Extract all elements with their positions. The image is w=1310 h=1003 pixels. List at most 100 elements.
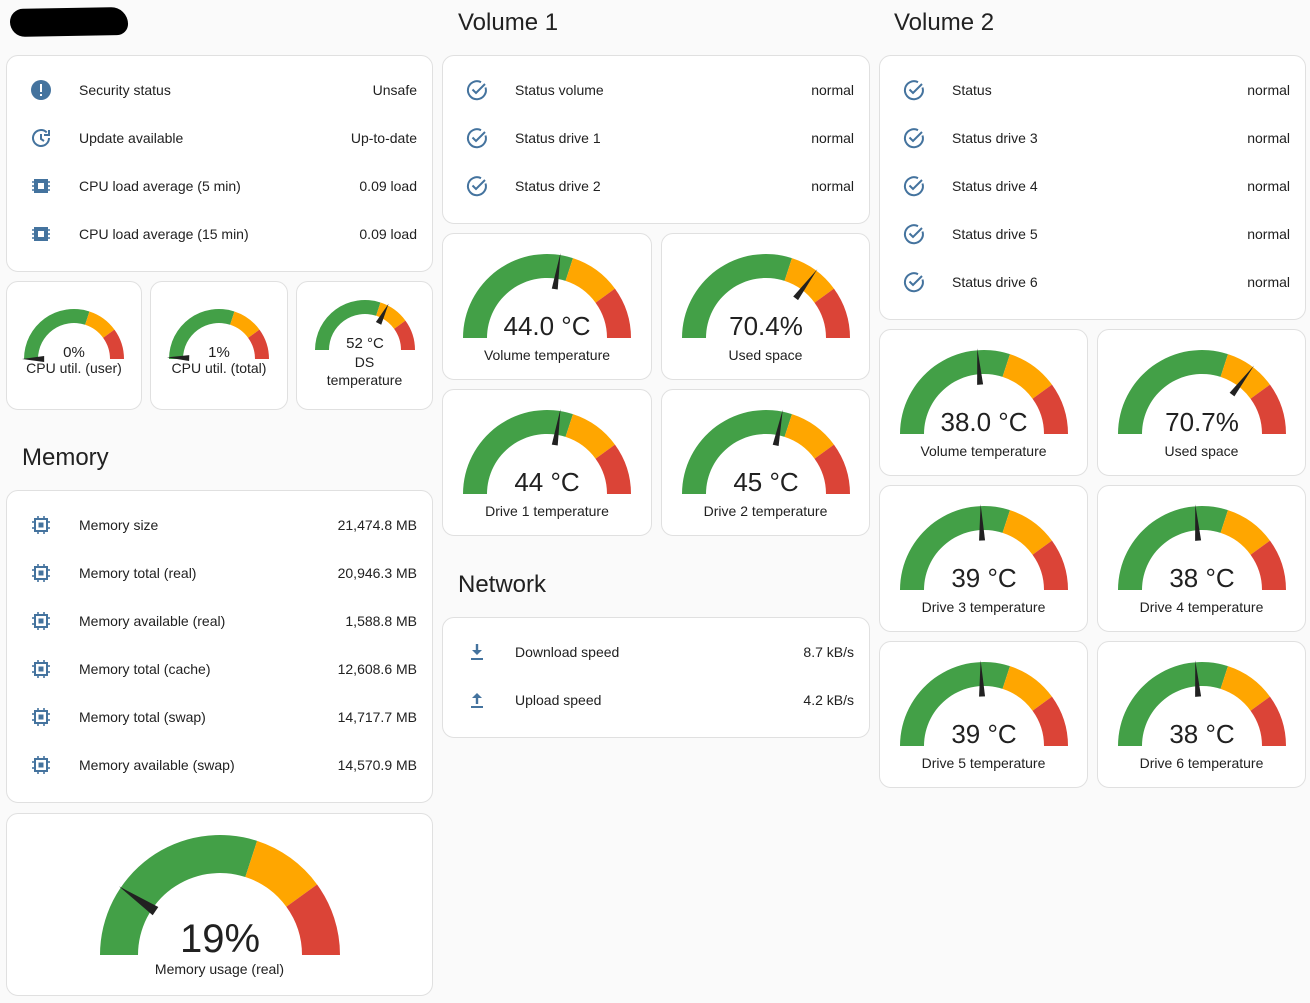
cpu-icon [32,179,50,193]
entity-label: Memory available (swap) [79,757,235,773]
check-circle-icon [466,80,487,101]
gauge-name: Used space [1164,443,1239,459]
gauge-value: 70.4% [729,311,803,341]
gauge-card-drive5-temp[interactable]: 39 °C Drive 5 temperature [879,641,1088,788]
check-circle-icon [903,128,924,149]
gauge-name: Drive 2 temperature [703,503,828,519]
gauge-card-ds-temp[interactable]: 52 °C DS temperature [296,281,433,410]
volume1-title: Volume 1 [458,9,559,36]
gauge-card-drive1-temp[interactable]: 44 °C Drive 1 temperature [442,389,652,536]
gauge-segment-green [681,254,792,338]
gauge-segment-green [24,309,90,359]
gauge-name: CPU util. (user) [26,360,122,376]
entity-label: Status drive 4 [952,178,1038,194]
gauge-card-drive6-temp[interactable]: 38 °C Drive 6 temperature [1097,641,1306,788]
gauge-volume1-temp: 44.0 °C [463,253,631,341]
entity-value: 0.09 load [359,226,417,242]
network-card: Download speed 8.7 kB/s Upload speed 4.2… [442,617,870,738]
entity-value: 21,474.8 MB [337,517,417,533]
gauge-segment-orange [85,311,115,338]
entity-row-memory[interactable]: Memory total (swap) 14,717.7 MB [7,693,432,741]
entity-label: CPU load average (15 min) [79,226,249,242]
gauge-card-cpu-user[interactable]: 0% CPU util. (user) [6,281,142,410]
entity-row-memory[interactable]: Memory size 21,474.8 MB [7,501,432,549]
entity-label: Memory total (swap) [79,709,206,725]
gauge-value: 19% [179,917,259,960]
entity-row-cpu-load-15[interactable]: CPU load average (15 min) 0.09 load [7,210,432,258]
cpu-icon [32,227,50,241]
gauge-card-volume2-temp[interactable]: 38.0 °C Volume temperature [879,329,1088,476]
gauge-needle [1194,504,1201,541]
gauge-segment-orange [784,414,834,459]
entity-row-memory[interactable]: Memory total (real) 20,946.3 MB [7,549,432,597]
entity-row-status[interactable]: Status drive 5 normal [880,210,1305,258]
gauge-cpu-user: 0% [22,309,124,362]
gauge-needle [551,253,561,290]
entity-row-status[interactable]: Status normal [880,66,1305,114]
gauge-value: 44.0 °C [503,311,590,341]
gauge-card-drive3-temp[interactable]: 39 °C Drive 3 temperature [879,485,1088,632]
gauge-name: Drive 1 temperature [485,503,609,519]
check-circle-icon [466,176,487,197]
gauge-needle [167,355,190,362]
gauge-cpu-total: 1% [167,309,269,362]
gauge-segment-orange [375,302,405,329]
gauge-needle [118,886,158,916]
gauge-segment-orange [230,311,260,338]
entity-row-memory[interactable]: Memory available (real) 1,588.8 MB [7,597,432,645]
gauge-segment-red [1250,696,1286,746]
gauge-segment-orange [1220,666,1270,711]
entity-row-memory[interactable]: Memory total (cache) 12,608.6 MB [7,645,432,693]
gauge-name: Volume temperature [483,347,611,363]
gauge-segment-red [103,329,124,359]
entity-value: normal [1247,130,1290,146]
gauge-card-volume1-temp[interactable]: 44.0 °C Volume temperature [442,233,652,380]
entity-label: Memory size [79,517,159,533]
gauge-segment-green [169,309,235,359]
gauge-name: Used space [728,347,803,363]
entity-row-update[interactable]: Update available Up-to-date [7,114,432,162]
entity-label: Status [952,82,992,98]
entity-label: Status drive 6 [952,274,1038,290]
gauge-card-drive4-temp[interactable]: 38 °C Drive 4 temperature [1097,485,1306,632]
gauge-card-volume2-used[interactable]: 70.7% Used space [1097,329,1306,476]
gauge-card-memory-usage[interactable]: 19% Memory usage (real) [6,813,433,996]
entity-row-status[interactable]: Status drive 2 normal [443,162,869,210]
entity-row-upload[interactable]: Upload speed 4.2 kB/s [443,676,869,724]
entity-value: normal [1247,274,1290,290]
gauge-segment-red [595,288,631,338]
gauge-segment-orange [1002,354,1052,399]
entity-row-status[interactable]: Status drive 1 normal [443,114,869,162]
gauge-needle [978,660,985,697]
gauge-card-volume1-used[interactable]: 70.4% Used space [661,233,870,380]
gauge-card-cpu-total[interactable]: 1% CPU util. (total) [150,281,288,410]
volume1-status-card: Status volume normal Status drive 1 norm… [442,55,870,224]
gauge-segment-green [1117,506,1228,590]
entity-row-status[interactable]: Status volume normal [443,66,869,114]
update-icon [32,129,50,147]
gauge-segment-red [595,444,631,494]
entity-value: normal [811,178,854,194]
entity-label: CPU load average (5 min) [79,178,241,194]
gauge-segment-orange [1002,666,1052,711]
memory-chip-icon [32,660,50,678]
entity-label: Security status [79,82,171,98]
entity-value: Unsafe [372,82,417,98]
memory-chip-icon [32,516,50,534]
entity-value: 0.09 load [359,178,417,194]
entity-label: Memory total (real) [79,565,197,581]
entity-row-memory[interactable]: Memory available (swap) 14,570.9 MB [7,741,432,789]
entity-row-download[interactable]: Download speed 8.7 kB/s [443,628,869,676]
check-circle-icon [903,224,924,245]
entity-row-cpu-load-5[interactable]: CPU load average (5 min) 0.09 load [7,162,432,210]
entity-row-status[interactable]: Status drive 4 normal [880,162,1305,210]
entity-value: 12,608.6 MB [337,661,417,677]
gauge-card-drive2-temp[interactable]: 45 °C Drive 2 temperature [661,389,870,536]
entity-row-status[interactable]: Status drive 6 normal [880,258,1305,306]
entity-row-security[interactable]: Security status Unsafe [7,66,432,114]
gauge-segment-red [814,288,850,338]
entity-label: Memory total (cache) [79,661,211,677]
redacted-title [9,6,129,38]
check-circle-icon [903,272,924,293]
entity-row-status[interactable]: Status drive 3 normal [880,114,1305,162]
